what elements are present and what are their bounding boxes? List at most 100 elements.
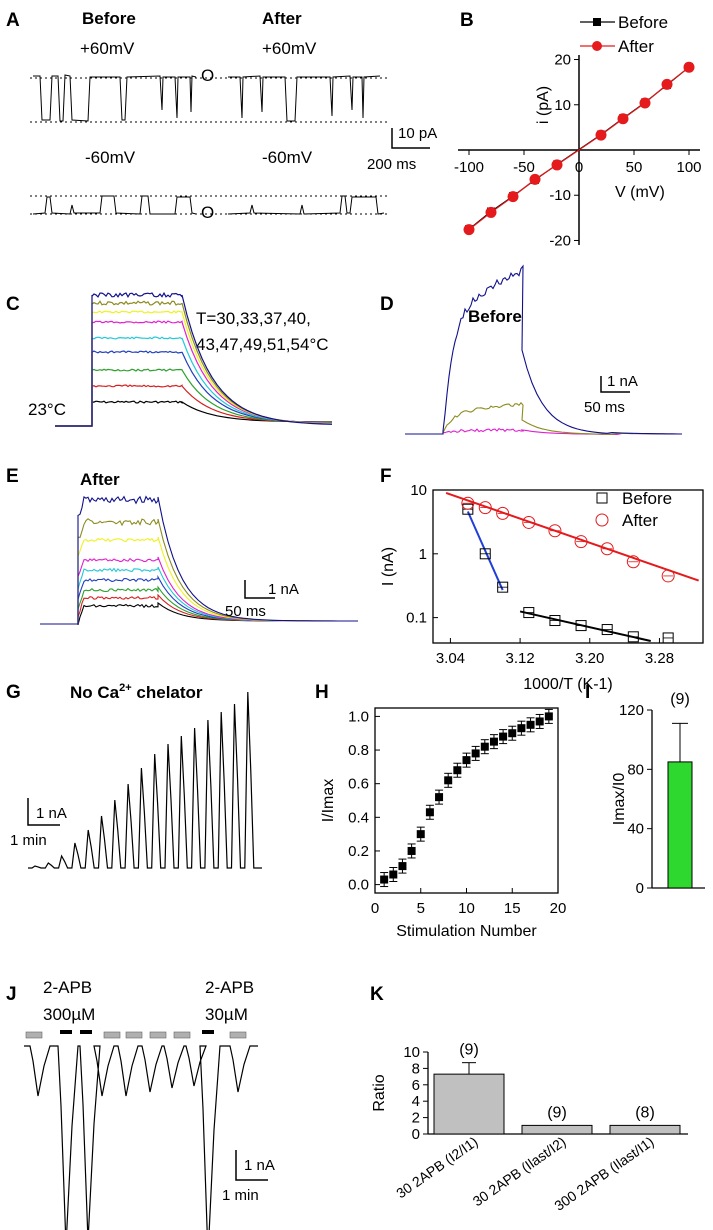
panel-label-e: E [6,466,19,487]
f-x-tick-label: 3.28 [645,650,674,667]
b-x-axis-label: V (mV) [615,184,665,201]
b-point-after [683,61,695,73]
b-y-tick-label: -10 [549,187,571,204]
f-legend-marker [596,492,608,504]
h-point [526,720,535,729]
b-x-tick-label: 100 [676,159,701,176]
f-fit-line-0 [466,511,504,591]
f-point-after [600,542,614,556]
f-x-axis-label: 1000/T (K-1) [523,676,613,693]
panel-label-b: B [460,10,474,31]
panel-a-vneg-before: -60mV [85,148,136,167]
panel-j-drug-conc-2: 30µM [205,1005,248,1024]
b-legend-label: After [618,37,654,56]
panel-j-scale-x-label: 1 min [222,1187,259,1204]
panel-a-open-label-bottom: O [201,203,214,222]
k-y-tick-label: 6 [412,1077,420,1094]
h-point [462,756,471,765]
k-n-label: (9) [547,1104,567,1121]
panel-a-scale-y-label: 10 pA [398,125,437,142]
k-bar-0 [433,1073,505,1135]
panel-f-arrhenius-chart: 3.04 3.12 3.20 3.28 0.1 1 10 1000/T (K-1) I (nA)… [380,482,704,693]
h-point [508,729,517,738]
b-legend-label: Before [618,13,668,32]
h-y-tick-label: 0.2 [348,843,369,860]
h-x-axis-label: Stimulation Number [396,923,537,940]
f-y-tick-label: 1 [419,546,427,563]
panel-g-title: No Ca2+ chelator [70,682,203,702]
j-30um-application-bar [229,1031,247,1039]
j-30um-application-bar [125,1031,143,1039]
panel-e-scale-x-label: 50 ms [225,603,266,620]
panel-d-scale-x-label: 50 ms [584,399,625,416]
panel-label-i: I [585,682,590,703]
b-point-after [507,191,519,203]
b-legend-marker [592,41,602,51]
i-y-tick-label: 40 [627,821,644,838]
b-x-tick-label: -50 [513,159,535,176]
f-point-after [574,535,588,549]
h-point [444,776,453,785]
panel-a-trace-before-pos [33,74,197,122]
j-30um-application-bar [173,1031,191,1039]
b-y-tick-label: -20 [549,232,571,249]
f-plot-frame [432,489,704,644]
panel-a-scale-bar [391,128,430,149]
panel-label-g: G [6,682,21,703]
b-x-tick-label: -100 [454,159,484,176]
f-x-tick-label: 3.04 [436,650,465,667]
panel-c-temps-line2: 43,47,49,51,54°C [196,335,329,354]
h-y-tick-label: 0.0 [348,877,369,894]
panel-label-j: J [6,984,17,1005]
h-x-tick-label: 10 [458,900,475,917]
h-point [416,830,425,839]
h-point [398,862,407,871]
panel-b-iv-chart: -100 -50 50 100 0 -20 -10 10 20i (pA) V (mV) Befor… [454,13,702,249]
panel-a-vpos-before: +60mV [80,39,135,58]
f-fit-line-1 [519,610,651,642]
f-point-after [496,506,510,520]
c-trace-1 [55,384,333,427]
j-300um-application-bar [60,1030,72,1034]
k-bar-2 [609,1124,681,1135]
h-point [517,724,526,733]
panel-e-scale-bar [244,580,275,599]
h-point [407,846,416,855]
panel-g-scale-bar [27,798,60,826]
panel-g-repeated-stimulation-trace [28,691,262,869]
i-y-tick-label: 0 [636,880,644,897]
h-point [499,732,508,741]
j-30um-application-bar [103,1031,121,1039]
panel-a-vpos-after: +60mV [262,39,317,58]
panel-a-before-title: Before [82,9,136,28]
c-trace-8 [55,291,333,427]
f-point-after [478,501,492,515]
panel-label-c: C [6,294,20,315]
k-y-tick-label: 8 [412,1060,420,1077]
panel-j-drug-label-2: 2-APB [205,978,254,997]
panel-a-open-label-top: O [201,66,214,85]
h-y-tick-label: 0.6 [348,776,369,793]
f-point-after [522,515,536,529]
f-y-tick-label: 10 [410,482,427,499]
panel-e-after-traces [40,495,358,626]
b-series-line-1 [468,66,690,231]
k-y-tick-label: 2 [412,1110,420,1127]
f-point-after [626,555,640,569]
panel-c-temps-line1: T=30,33,37,40, [196,309,311,328]
panel-c-temperature-traces [55,291,333,427]
b-point-after [639,97,651,109]
b-point-after [485,206,497,218]
h-point [425,808,434,817]
panel-e-title: After [80,470,120,489]
h-point [480,742,489,751]
f-legend-label: Before [622,489,672,508]
b-point-after [595,129,607,141]
b-point-after [661,78,673,90]
panel-i-bar-chart: 0 40 80 120 Imax/I0 (9) [611,691,705,897]
f-point-after [661,569,675,583]
h-y-tick-label: 0.4 [348,809,369,826]
h-point [489,737,498,746]
b-point-after [551,159,563,171]
